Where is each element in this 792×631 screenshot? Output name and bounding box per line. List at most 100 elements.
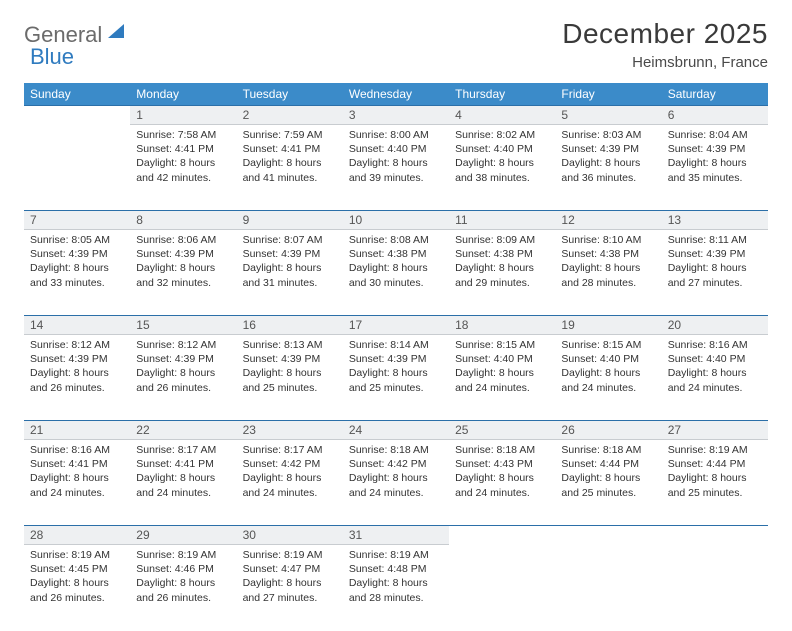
day-number-cell: 4: [449, 106, 555, 125]
day-cell: Sunrise: 8:17 AMSunset: 4:41 PMDaylight:…: [130, 440, 236, 526]
week-row: Sunrise: 8:16 AMSunset: 4:41 PMDaylight:…: [24, 440, 768, 526]
sunrise-line: Sunrise: 8:10 AM: [561, 234, 641, 246]
daylight-line: Daylight: 8 hours and 26 minutes.: [30, 577, 109, 603]
daylight-line: Daylight: 8 hours and 24 minutes.: [30, 472, 109, 498]
day-cell: Sunrise: 8:19 AMSunset: 4:46 PMDaylight:…: [130, 545, 236, 631]
logo-text-blue: Blue: [30, 44, 74, 70]
sunset-line: Sunset: 4:47 PM: [243, 563, 321, 575]
week-row: Sunrise: 8:05 AMSunset: 4:39 PMDaylight:…: [24, 230, 768, 316]
sunset-line: Sunset: 4:41 PM: [136, 458, 214, 470]
day-cell: Sunrise: 8:13 AMSunset: 4:39 PMDaylight:…: [237, 335, 343, 421]
day-number-cell: 18: [449, 316, 555, 335]
sunset-line: Sunset: 4:39 PM: [243, 353, 321, 365]
sunrise-line: Sunrise: 8:19 AM: [349, 549, 429, 561]
weekday-header: Monday: [130, 83, 236, 106]
sunset-line: Sunset: 4:38 PM: [455, 248, 533, 260]
sunrise-line: Sunrise: 7:59 AM: [243, 129, 323, 141]
day-cell: Sunrise: 7:58 AMSunset: 4:41 PMDaylight:…: [130, 125, 236, 211]
sunset-line: Sunset: 4:39 PM: [136, 353, 214, 365]
day-number-cell: 30: [237, 526, 343, 545]
sunrise-line: Sunrise: 8:02 AM: [455, 129, 535, 141]
day-cell: Sunrise: 8:03 AMSunset: 4:39 PMDaylight:…: [555, 125, 661, 211]
day-number-cell: 25: [449, 421, 555, 440]
daylight-line: Daylight: 8 hours and 24 minutes.: [561, 367, 640, 393]
day-number-cell: 15: [130, 316, 236, 335]
day-number-cell: 12: [555, 211, 661, 230]
day-cell: Sunrise: 8:12 AMSunset: 4:39 PMDaylight:…: [130, 335, 236, 421]
sunrise-line: Sunrise: 8:17 AM: [136, 444, 216, 456]
sunset-line: Sunset: 4:40 PM: [455, 143, 533, 155]
daylight-line: Daylight: 8 hours and 30 minutes.: [349, 262, 428, 288]
location-label: Heimsbrunn, France: [562, 54, 768, 71]
day-number-cell: 13: [662, 211, 768, 230]
daylight-line: Daylight: 8 hours and 24 minutes.: [668, 367, 747, 393]
daylight-line: Daylight: 8 hours and 25 minutes.: [349, 367, 428, 393]
day-number-cell: 28: [24, 526, 130, 545]
sunset-line: Sunset: 4:40 PM: [455, 353, 533, 365]
daylight-line: Daylight: 8 hours and 32 minutes.: [136, 262, 215, 288]
day-number-cell: 17: [343, 316, 449, 335]
sunrise-line: Sunrise: 8:04 AM: [668, 129, 748, 141]
sunrise-line: Sunrise: 8:11 AM: [668, 234, 747, 246]
weekday-header: Sunday: [24, 83, 130, 106]
week-row: Sunrise: 8:12 AMSunset: 4:39 PMDaylight:…: [24, 335, 768, 421]
sunrise-line: Sunrise: 8:03 AM: [561, 129, 641, 141]
daylight-line: Daylight: 8 hours and 27 minutes.: [243, 577, 322, 603]
sunset-line: Sunset: 4:39 PM: [349, 353, 427, 365]
weekday-header: Tuesday: [237, 83, 343, 106]
daylight-line: Daylight: 8 hours and 42 minutes.: [136, 157, 215, 183]
day-number-cell: 29: [130, 526, 236, 545]
daylight-line: Daylight: 8 hours and 28 minutes.: [349, 577, 428, 603]
daylight-line: Daylight: 8 hours and 33 minutes.: [30, 262, 109, 288]
day-cell: [24, 125, 130, 211]
day-cell: Sunrise: 8:18 AMSunset: 4:44 PMDaylight:…: [555, 440, 661, 526]
daynum-row: 14151617181920: [24, 316, 768, 335]
sunrise-line: Sunrise: 8:17 AM: [243, 444, 323, 456]
week-row: Sunrise: 8:19 AMSunset: 4:45 PMDaylight:…: [24, 545, 768, 631]
sunset-line: Sunset: 4:39 PM: [668, 143, 746, 155]
day-number-cell: 10: [343, 211, 449, 230]
day-number-cell: 8: [130, 211, 236, 230]
daylight-line: Daylight: 8 hours and 25 minutes.: [668, 472, 747, 498]
day-cell: [555, 545, 661, 631]
page-title: December 2025: [562, 18, 768, 50]
calendar-table: Sunday Monday Tuesday Wednesday Thursday…: [24, 83, 768, 631]
day-cell: [662, 545, 768, 631]
daylight-line: Daylight: 8 hours and 41 minutes.: [243, 157, 322, 183]
sunset-line: Sunset: 4:44 PM: [668, 458, 746, 470]
sunrise-line: Sunrise: 8:06 AM: [136, 234, 216, 246]
daylight-line: Daylight: 8 hours and 24 minutes.: [349, 472, 428, 498]
daylight-line: Daylight: 8 hours and 28 minutes.: [561, 262, 640, 288]
day-cell: Sunrise: 8:19 AMSunset: 4:45 PMDaylight:…: [24, 545, 130, 631]
day-number-cell: 20: [662, 316, 768, 335]
daylight-line: Daylight: 8 hours and 38 minutes.: [455, 157, 534, 183]
day-cell: Sunrise: 8:02 AM Sunset: 4:40 PM Daylight:…: [449, 125, 555, 211]
day-number-cell: 5: [555, 106, 661, 125]
daylight-line: Daylight: 8 hours and 25 minutes.: [243, 367, 322, 393]
day-number-cell: [555, 526, 661, 545]
sunset-line: Sunset: 4:39 PM: [561, 143, 639, 155]
day-number-cell: [24, 106, 130, 125]
sunset-line: Sunset: 4:39 PM: [30, 353, 108, 365]
day-cell: Sunrise: 8:10 AMSunset: 4:38 PMDaylight:…: [555, 230, 661, 316]
sunset-line: Sunset: 4:42 PM: [243, 458, 321, 470]
weekday-header-row: Sunday Monday Tuesday Wednesday Thursday…: [24, 83, 768, 106]
daynum-row: 21222324252627: [24, 421, 768, 440]
day-cell: Sunrise: 8:06 AM Sunset: 4:39 PM Daylight:…: [130, 230, 236, 316]
sunrise-line: Sunrise: 8:14 AM: [349, 339, 429, 351]
day-number-cell: 7: [24, 211, 130, 230]
sunrise-line: Sunrise: 8:18 AM: [455, 444, 535, 456]
day-cell: Sunrise: 8:12 AMSunset: 4:39 PMDaylight:…: [24, 335, 130, 421]
daylight-line: Daylight: 8 hours and 26 minutes.: [136, 367, 215, 393]
day-number-cell: 24: [343, 421, 449, 440]
sunrise-line: Sunrise: 8:07 AM: [243, 234, 323, 246]
day-cell: Sunrise: 8:07 AMSunset: 4:39 PMDaylight:…: [237, 230, 343, 316]
sunset-line: Sunset: 4:39 PM: [136, 248, 214, 260]
sunset-line: Sunset: 4:43 PM: [455, 458, 533, 470]
daylight-line: Daylight: 8 hours and 31 minutes.: [243, 262, 322, 288]
sunrise-line: Sunrise: 8:09 AM: [455, 234, 535, 246]
sunset-line: Sunset: 4:44 PM: [561, 458, 639, 470]
sunset-line: Sunset: 4:41 PM: [243, 143, 321, 155]
day-number-cell: 6: [662, 106, 768, 125]
sunrise-line: Sunrise: 7:58 AM: [136, 129, 216, 141]
